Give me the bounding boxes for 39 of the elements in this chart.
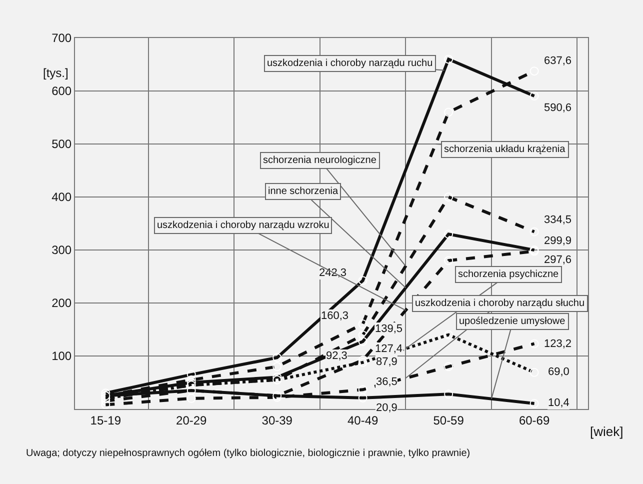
data-label: 590,6 [544,102,572,114]
data-label: 92,3 [326,350,348,362]
text: Uwaga; dotyczy niepełnosprawnych ogółem (tylko biologicznie, biologicznie i prawnie, tylko prawnie) [26,448,470,459]
data-label: 334,5 [544,214,572,226]
y-tick-label: 300 [52,243,72,258]
text: inne schorzenia [268,186,338,197]
data-label: 123,2 [544,338,572,350]
x-tick-label: 50-59 [433,413,464,428]
data-label: 637,6 [544,55,572,67]
x-axis-title: [wiek] [590,424,624,439]
data-label: 69,0 [548,366,570,378]
y-tick-label: 500 [52,137,72,152]
text: schorzenia psychiczne [458,269,560,280]
data-label: 20,9 [376,402,398,414]
data-label: 299,9 [544,235,572,247]
data-label: 87,9 [376,356,398,368]
data-label: 297,6 [544,254,572,266]
y-tick-label: 100 [52,349,72,364]
y-axis-title: [tys.] [43,66,68,80]
x-tick-label: 15-19 [90,413,122,428]
y-tick-label: 600 [52,84,72,98]
text: uszkodzenia i choroby narządu wzroku [157,220,330,231]
data-label: 160,3 [321,310,349,322]
y-tick-label: 700 [52,31,72,46]
series-label: uszkodzenia i choroby narządu ruchu [267,58,433,69]
series-label: schorzenia układu krążenia [444,144,566,155]
text: schorzenia neurologiczne [263,155,377,166]
data-label: 127,4 [375,343,403,355]
x-tick-label: 30-39 [262,413,293,428]
data-label: 36,5 [376,376,398,388]
x-tick-label: 60-69 [518,413,550,428]
x-tick-label: 20-29 [176,413,208,428]
data-label: 10,4 [548,397,570,409]
data-label: 139,5 [375,323,403,335]
text: uszkodzenia i choroby narządu słuchu [415,298,585,309]
x-tick-label: 40-49 [347,413,378,428]
text: upośledzenie umysłowe [459,316,566,327]
y-tick-label: 200 [52,296,72,310]
y-tick-label: 400 [52,190,72,204]
